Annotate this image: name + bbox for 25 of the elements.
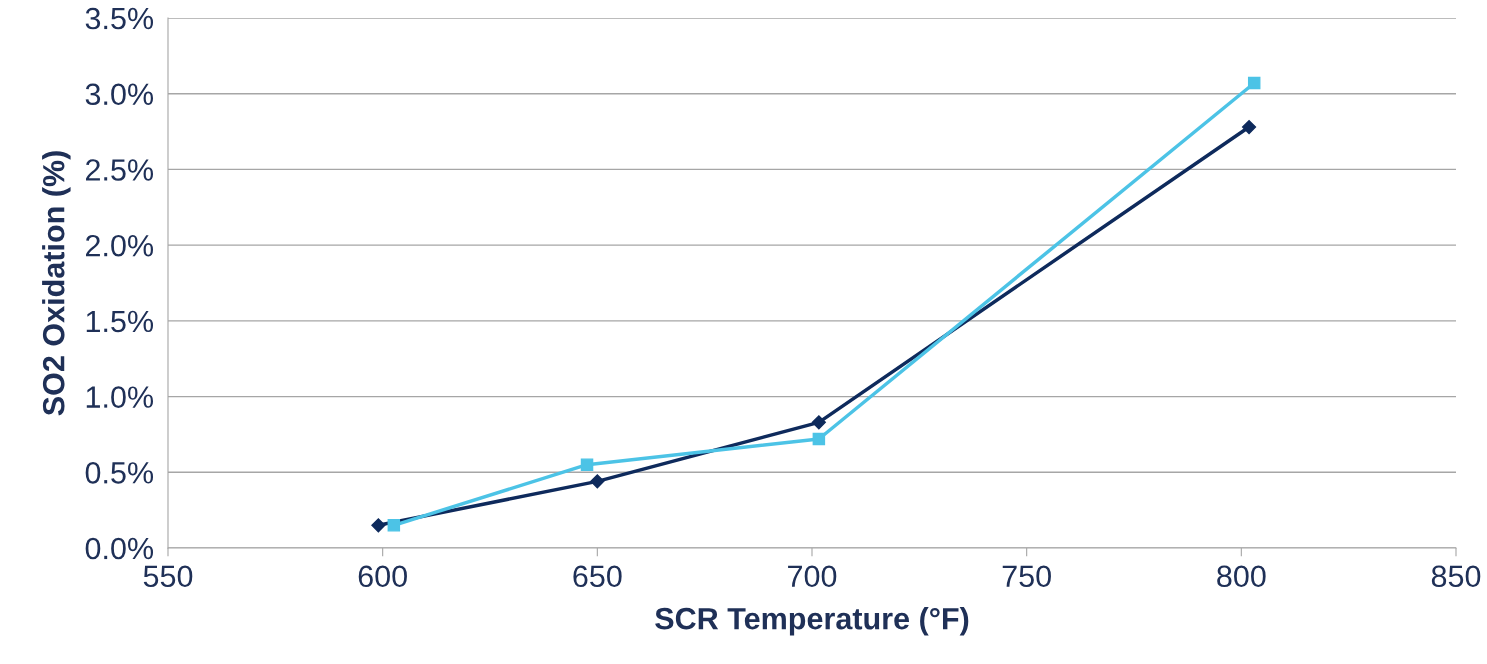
y-tick-label: 1.0% bbox=[86, 386, 154, 408]
y-tick-label: 1.5% bbox=[86, 310, 154, 333]
y-tick-label: 3.0% bbox=[85, 83, 154, 106]
y-tick-label: 3.5% bbox=[85, 7, 154, 30]
point bbox=[812, 432, 826, 446]
y-tick-label: 2.5% bbox=[86, 159, 154, 181]
y-tick-label: 2.0% bbox=[86, 234, 154, 257]
x-axis-title: SCR Temperature (°F) bbox=[655, 607, 969, 636]
y-tick-label: 0.0% bbox=[85, 537, 154, 560]
y-axis-title: SO2 Oxidation (%) bbox=[42, 151, 71, 416]
point bbox=[580, 458, 594, 471]
x-tick-label: 850 bbox=[1431, 565, 1481, 588]
point bbox=[1247, 76, 1261, 90]
y-tick-label: 0.5% bbox=[85, 462, 154, 484]
point bbox=[811, 415, 826, 430]
point bbox=[371, 518, 386, 533]
x-tick-label: 750 bbox=[1002, 565, 1051, 588]
x-tick-label: 600 bbox=[358, 565, 407, 588]
point bbox=[1241, 119, 1257, 135]
point bbox=[387, 519, 401, 532]
point bbox=[590, 474, 605, 489]
x-tick-label: 650 bbox=[573, 565, 622, 588]
x-tick-label: 800 bbox=[1217, 565, 1266, 588]
x-tick-label: 700 bbox=[788, 565, 837, 588]
x-tick-label: 550 bbox=[143, 565, 193, 588]
